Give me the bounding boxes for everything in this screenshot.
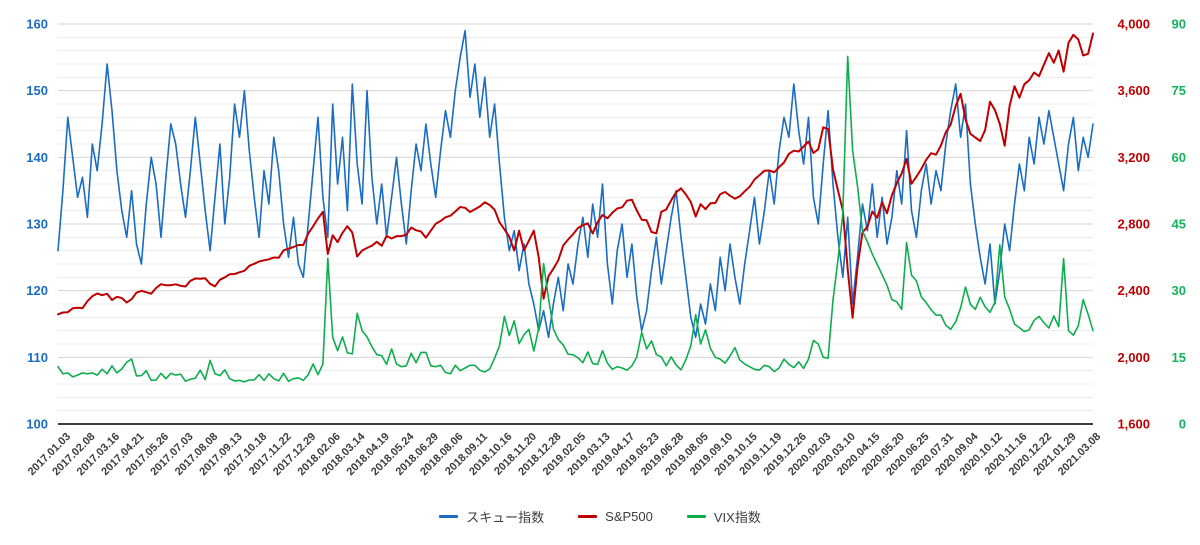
legend-item-sp500[interactable]: S&P500 xyxy=(578,509,653,524)
left-axis-tick-label: 100 xyxy=(26,417,48,432)
left-axis-tick-label: 140 xyxy=(26,150,48,165)
left-axis-tick-label: 110 xyxy=(27,350,48,365)
vix-line-swatch-icon xyxy=(686,515,706,518)
legend-item-skew[interactable]: スキュー指数 xyxy=(439,507,544,526)
right-vix-axis-tick-label: 75 xyxy=(1172,83,1186,98)
right-sp500-axis-tick-label: 4,000 xyxy=(1117,17,1150,32)
right-vix-axis-tick-label: 0 xyxy=(1179,417,1186,432)
sp500-line-swatch-icon xyxy=(578,515,598,518)
right-vix-axis-tick-label: 15 xyxy=(1172,350,1186,365)
right-sp500-axis-tick-label: 2,400 xyxy=(1117,283,1150,298)
left-axis-tick-label: 160 xyxy=(26,17,48,32)
chart-legend: スキュー指数 S&P500 VIX指数 xyxy=(0,507,1200,526)
right-vix-axis-tick-label: 30 xyxy=(1172,283,1186,298)
right-sp500-axis-tick-label: 3,600 xyxy=(1117,83,1150,98)
legend-item-vix[interactable]: VIX指数 xyxy=(686,507,761,526)
right-sp500-axis-tick-label: 2,800 xyxy=(1117,217,1150,232)
series-line-skew xyxy=(57,29,1094,339)
right-sp500-axis-tick-label: 2,000 xyxy=(1117,350,1150,365)
legend-label-vix: VIX指数 xyxy=(713,510,761,525)
right-vix-axis-tick-label: 90 xyxy=(1172,17,1186,32)
series-line-sp500 xyxy=(57,32,1094,319)
left-axis-tick-label: 130 xyxy=(26,217,48,232)
right-sp500-axis-tick-label: 3,200 xyxy=(1117,150,1150,165)
legend-label-skew: スキュー指数 xyxy=(466,510,545,525)
series-line-vix xyxy=(57,55,1094,383)
skew-line-swatch-icon xyxy=(439,515,459,518)
right-sp500-axis-tick-label: 1,600 xyxy=(1117,417,1150,432)
left-axis-tick-label: 120 xyxy=(26,283,48,298)
right-vix-axis-tick-label: 60 xyxy=(1172,150,1186,165)
legend-label-sp500: S&P500 xyxy=(605,509,653,524)
right-vix-axis-tick-label: 45 xyxy=(1172,217,1186,232)
left-axis-tick-label: 150 xyxy=(26,83,48,98)
